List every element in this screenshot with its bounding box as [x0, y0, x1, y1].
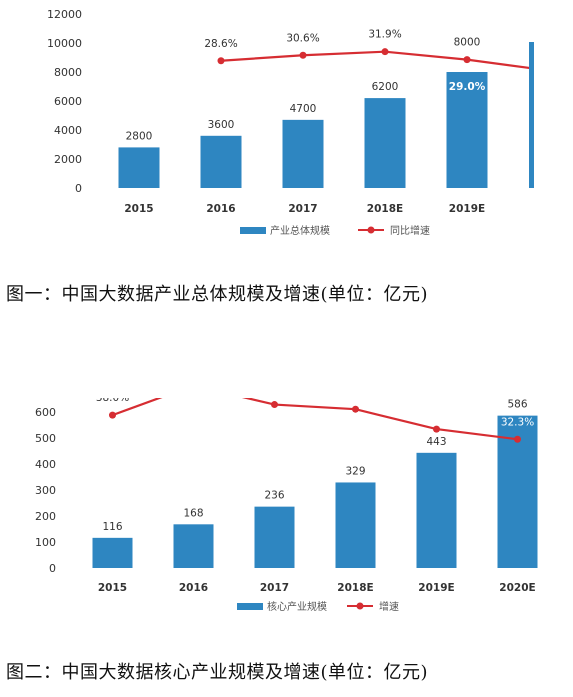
- chart1-y-tick-label: 0: [75, 182, 82, 195]
- chart2-x-tick-label: 2016: [179, 582, 208, 594]
- chart-2: 0 100 200 300 400 500 600 2015 2016 2017 2018E 2019…: [0, 363, 573, 620]
- chart-2-caption: 图二：中国大数据核心产业规模及增速(单位：亿元): [6, 662, 429, 683]
- chart1-clipped-bar: [529, 42, 534, 188]
- chart2-growth-point: [352, 405, 359, 413]
- chart1-bar: [282, 119, 324, 188]
- chart2-growth-point: [433, 425, 440, 433]
- chart1-bar-value-label: 2800: [126, 130, 153, 142]
- chart1-growth-label: 31.9%: [368, 29, 401, 41]
- chart1-y-tick-label: 8000: [54, 66, 82, 79]
- chart2-y-tick-label: 200: [35, 510, 56, 523]
- chart2-growth-line: [112, 384, 518, 441]
- chart1-y-tick-label: 2000: [54, 153, 82, 166]
- chart1-y-tick-label: 10000: [47, 37, 82, 50]
- chart1-y-tick-label: 6000: [54, 95, 82, 108]
- chart2-y-tick-label: 0: [49, 562, 56, 575]
- chart2-y-tick-label: 500: [35, 432, 56, 445]
- chart2-x-tick-label: 2015: [98, 582, 127, 594]
- chart2-y-tick-label: 100: [35, 536, 56, 549]
- chart1-legend-line-marker: [367, 226, 375, 234]
- chart1-bar-value-label: 4700: [290, 103, 317, 115]
- chart1-legend-bar-label: 产业总体规模: [270, 224, 330, 237]
- chart2-growth-label: 32.3%: [501, 416, 534, 428]
- chart1-legend-bar-swatch: [240, 227, 266, 234]
- chart-2-svg: 0 100 200 300 400 500 600 2015 2016 2017 2018E 2019…: [35, 363, 538, 613]
- chart1-bar: [364, 98, 406, 188]
- chart2-bar-value-label: 329: [345, 465, 365, 477]
- chart2-legend-bar-swatch: [237, 603, 263, 610]
- chart1-bar-value-label: 3600: [208, 119, 235, 131]
- chart1-bar: [118, 147, 160, 188]
- chart2-legend-bar-label: 核心产业规模: [267, 600, 327, 613]
- chart2-bar: [416, 452, 457, 568]
- chart2-bar-value-label: 168: [183, 507, 203, 519]
- chart1-x-tick-label: 2017: [288, 203, 317, 215]
- chart2-bar: [335, 482, 376, 568]
- chart-1-caption: 图一：中国大数据产业总体规模及增速(单位：亿元): [6, 284, 429, 305]
- chart1-y-tick-label: 4000: [54, 124, 82, 137]
- chart1-legend-line-label: 同比增速: [390, 224, 430, 237]
- chart2-x-tick-label: 2017: [260, 582, 289, 594]
- chart2-x-tick-label: 2019E: [418, 582, 454, 594]
- chart2-bar: [92, 537, 133, 568]
- chart1-bar-value-label: 6200: [372, 81, 399, 93]
- chart1-bar-value-label: 29.0%: [449, 81, 486, 93]
- chart2-growth-point: [109, 411, 116, 419]
- chart2-growth-label: 38.0%: [96, 398, 129, 404]
- chart2-bar-value-label: 443: [426, 436, 446, 448]
- chart1-x-tick-label: 2015: [124, 203, 153, 215]
- chart1-x-tick-label: 2019E: [449, 203, 485, 215]
- chart2-growth-label: 34.7%: [420, 406, 453, 418]
- chart1-bar: [446, 72, 488, 188]
- chart-1-svg: 0 2000 4000 6000 8000 10000 12000 2015 2016 2017 2…: [47, 8, 534, 237]
- chart2-legend-line-marker: [356, 602, 364, 610]
- chart2-bar-value-label: 236: [264, 490, 284, 502]
- chart2-legend-line-label: 增速: [379, 600, 399, 613]
- chart1-growth-point: [463, 56, 471, 64]
- chart1-growth-point: [299, 51, 307, 59]
- chart1-growth-point: [381, 48, 389, 56]
- chart2-growth-point: [271, 401, 278, 409]
- chart2-growth-point: [514, 435, 521, 443]
- chart2-y-tick-label: 300: [35, 484, 56, 497]
- chart-1: 0 2000 4000 6000 8000 10000 12000 2015 2016 2017 2…: [0, 0, 573, 248]
- chart1-growth-label: 8000: [454, 37, 481, 49]
- chart2-x-tick-label: 2020E: [499, 582, 535, 594]
- chart1-growth-line: [220, 50, 534, 70]
- chart1-growth-label: 28.6%: [204, 38, 237, 50]
- chart1-x-tick-label: 2018E: [367, 203, 403, 215]
- chart1-y-tick-label: 12000: [47, 8, 82, 21]
- chart2-y-tick-label: 600: [35, 406, 56, 419]
- chart1-bar: [200, 135, 242, 188]
- chart1-x-tick-label: 2016: [206, 203, 235, 215]
- chart2-bar-value-label: 586: [507, 399, 527, 411]
- chart2-bar: [173, 524, 214, 568]
- chart2-bar: [254, 506, 295, 568]
- chart1-growth-label: 30.6%: [286, 32, 319, 44]
- chart2-x-tick-label: 2018E: [337, 582, 373, 594]
- chart2-y-tick-label: 400: [35, 458, 56, 471]
- chart2-bar-value-label: 116: [102, 521, 122, 533]
- chart1-growth-point: [217, 57, 225, 65]
